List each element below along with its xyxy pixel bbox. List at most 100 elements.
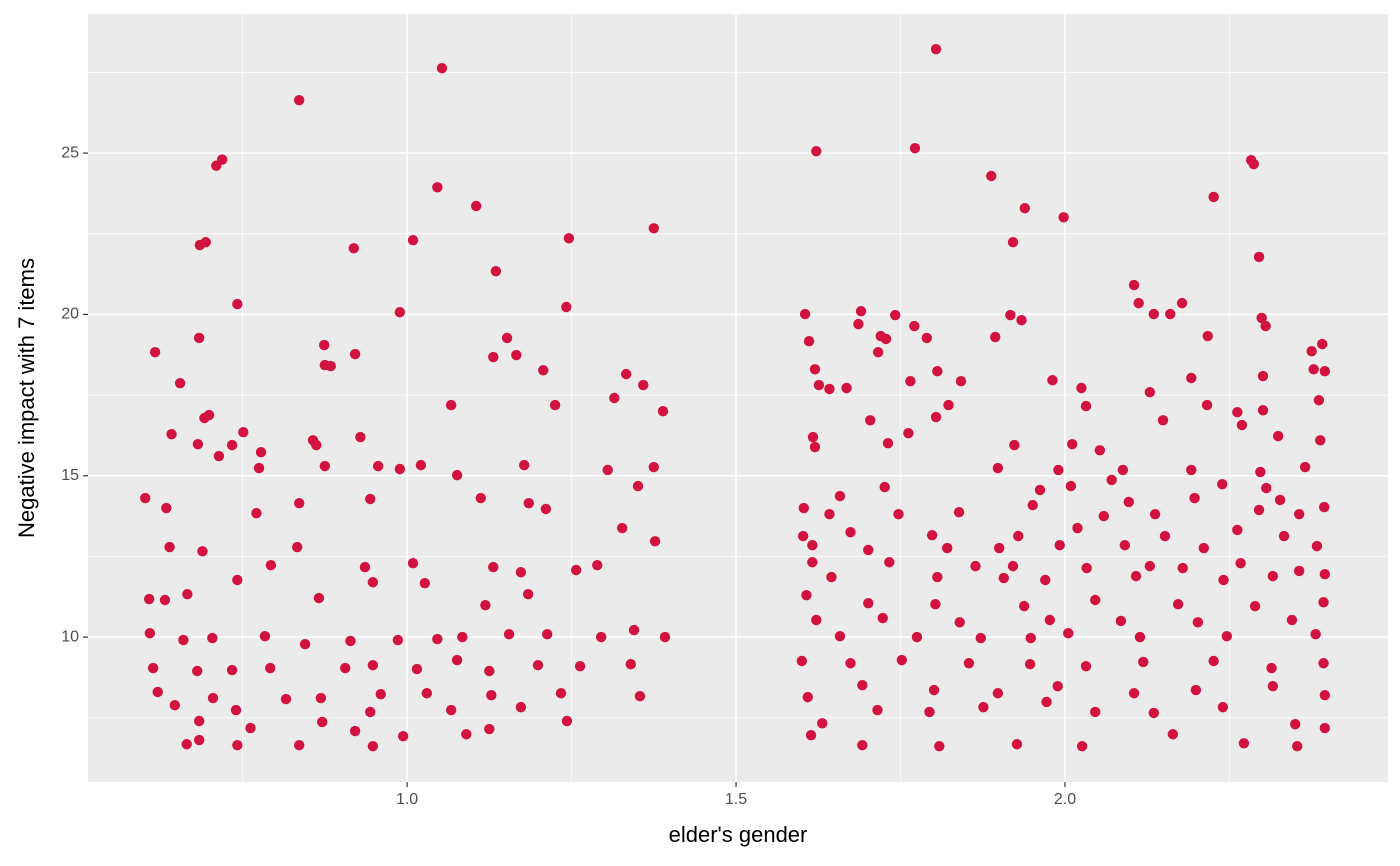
point: [1134, 631, 1146, 643]
point: [311, 439, 322, 451]
y-axis-title: Negative impact with 7 items: [14, 258, 39, 538]
point: [1257, 405, 1269, 416]
point: [824, 508, 835, 520]
point: [1217, 478, 1228, 490]
point: [903, 427, 914, 439]
point: [853, 318, 864, 330]
point: [1272, 430, 1284, 442]
point: [407, 235, 419, 246]
x-axis-title: elder's gender: [669, 822, 808, 847]
point: [909, 143, 921, 154]
point: [349, 348, 361, 360]
point: [1267, 570, 1279, 582]
point: [1267, 680, 1279, 692]
point: [841, 382, 852, 394]
point: [1253, 504, 1265, 516]
point: [834, 490, 846, 502]
point: [486, 689, 497, 701]
point: [432, 633, 443, 645]
point: [411, 663, 423, 675]
point: [1065, 480, 1077, 492]
point: [1208, 655, 1219, 667]
point: [1034, 484, 1046, 496]
point: [1186, 372, 1197, 384]
point: [1007, 236, 1019, 248]
point: [1123, 496, 1134, 508]
point: [801, 589, 812, 601]
point: [1011, 739, 1023, 750]
point: [365, 706, 376, 718]
point: [657, 406, 669, 417]
point: [865, 415, 876, 426]
point: [532, 659, 544, 671]
point: [905, 376, 916, 387]
point: [1238, 738, 1250, 749]
point: [928, 684, 940, 696]
point: [595, 631, 607, 643]
point: [638, 379, 649, 391]
point: [1009, 439, 1020, 451]
point: [1176, 297, 1188, 309]
point: [367, 740, 379, 752]
point: [978, 701, 989, 713]
y-tick-label: 15: [61, 467, 79, 484]
point: [1319, 366, 1331, 377]
point: [436, 63, 448, 74]
point: [1098, 510, 1109, 522]
point: [1013, 530, 1024, 542]
point: [943, 399, 954, 411]
point: [1286, 614, 1298, 626]
point: [445, 704, 457, 716]
point: [365, 493, 376, 505]
point: [817, 718, 828, 729]
point: [394, 463, 406, 475]
point: [1201, 399, 1213, 411]
point: [1081, 562, 1092, 574]
point: [574, 660, 586, 672]
x-tick-label: 1.0: [396, 791, 418, 808]
point: [561, 715, 573, 727]
point: [845, 527, 856, 538]
point: [1208, 191, 1219, 203]
point: [561, 301, 572, 313]
point: [807, 557, 818, 568]
point: [230, 704, 242, 716]
point: [1144, 386, 1156, 398]
point: [1189, 492, 1200, 504]
point: [1319, 568, 1331, 580]
point: [159, 594, 171, 606]
point: [592, 559, 603, 571]
point: [475, 492, 486, 504]
point: [1190, 684, 1202, 696]
point: [192, 665, 203, 677]
point: [834, 630, 846, 642]
point: [515, 567, 527, 578]
point: [299, 639, 311, 650]
point: [1133, 297, 1144, 309]
point: [628, 624, 640, 636]
point: [421, 688, 433, 699]
point: [1318, 597, 1329, 608]
point: [213, 450, 225, 462]
point: [954, 617, 965, 628]
point: [315, 692, 327, 704]
point: [855, 305, 867, 317]
point: [1058, 212, 1069, 223]
point: [1130, 570, 1142, 582]
point: [367, 659, 379, 671]
point: [1299, 461, 1311, 473]
point: [1310, 629, 1321, 640]
point: [1115, 615, 1127, 627]
point: [1053, 464, 1064, 476]
point: [824, 383, 835, 395]
point: [1317, 338, 1328, 350]
point: [1076, 382, 1087, 394]
point: [625, 659, 636, 670]
point: [1167, 729, 1179, 740]
point: [648, 223, 659, 234]
point: [367, 577, 379, 588]
point: [193, 734, 205, 746]
point: [1106, 474, 1117, 486]
point: [293, 497, 305, 509]
